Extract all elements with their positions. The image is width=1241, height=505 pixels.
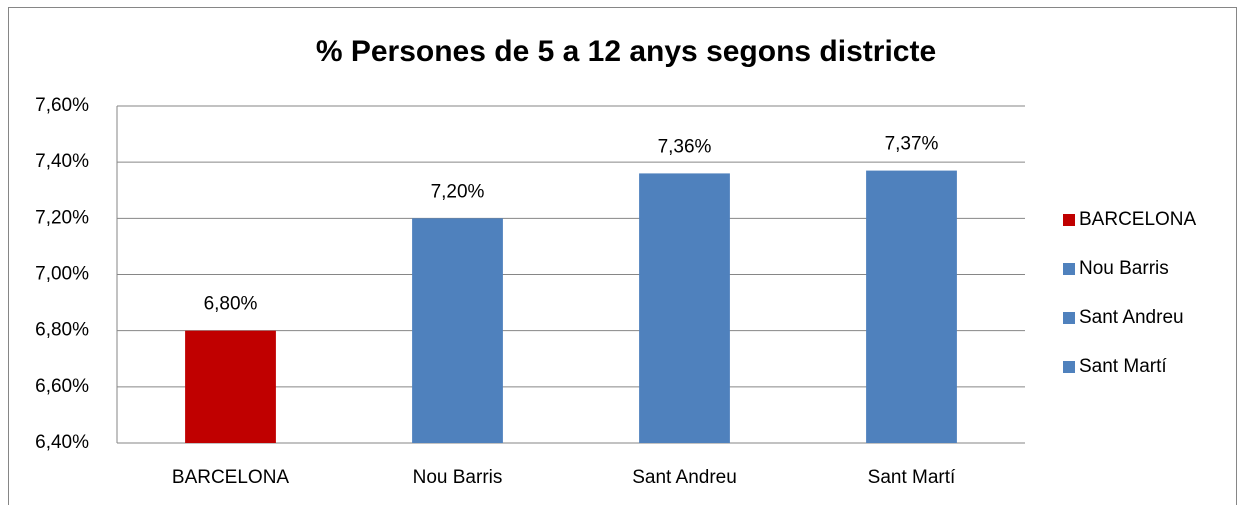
bar	[866, 170, 957, 443]
y-tick-label: 7,40%	[35, 151, 89, 172]
legend-label: Sant Andreu	[1079, 307, 1184, 328]
data-label: 7,36%	[658, 136, 712, 157]
legend-swatch	[1063, 214, 1075, 226]
legend-label: Sant Martí	[1079, 356, 1167, 377]
bar	[185, 330, 276, 443]
legend-swatch	[1063, 361, 1075, 373]
legend-swatch	[1063, 263, 1075, 275]
y-tick-label: 7,60%	[35, 95, 89, 116]
legend-swatch	[1063, 312, 1075, 324]
x-tick-label: Sant Andreu	[632, 467, 737, 488]
y-tick-label: 7,20%	[35, 207, 89, 228]
y-tick-label: 6,80%	[35, 320, 89, 341]
x-tick-label: BARCELONA	[172, 467, 290, 488]
bar	[639, 173, 730, 443]
bar	[412, 218, 503, 443]
chart-title: % Persones de 5 a 12 anys segons distric…	[316, 35, 936, 68]
data-label: 6,80%	[204, 294, 258, 315]
data-label: 7,20%	[431, 181, 485, 202]
x-tick-label: Sant Martí	[868, 467, 956, 488]
y-tick-label: 6,40%	[35, 432, 89, 453]
legend-label: BARCELONA	[1079, 209, 1197, 230]
data-label: 7,37%	[885, 134, 939, 155]
y-tick-label: 6,60%	[35, 376, 89, 397]
y-tick-label: 7,00%	[35, 264, 89, 285]
legend-label: Nou Barris	[1079, 258, 1169, 279]
x-tick-label: Nou Barris	[413, 467, 503, 488]
